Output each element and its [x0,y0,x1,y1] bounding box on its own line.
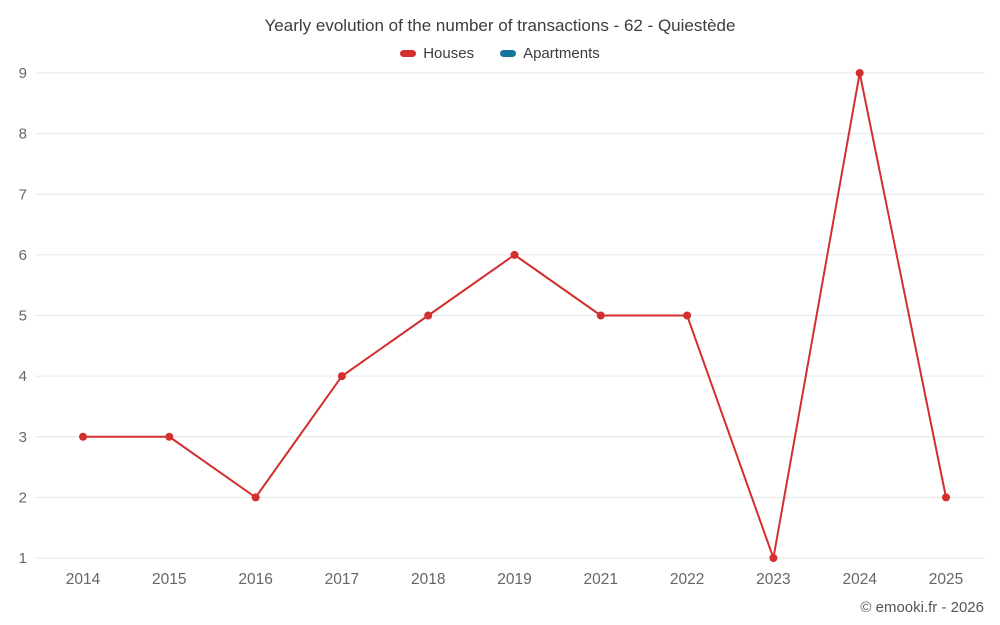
chart-title: Yearly evolution of the number of transa… [264,16,736,35]
svg-text:2024: 2024 [842,571,877,588]
apartments-legend-label: Apartments [523,45,600,62]
svg-text:2015: 2015 [152,571,186,588]
svg-text:5: 5 [19,308,27,325]
svg-text:1: 1 [19,550,27,567]
houses-legend-label: Houses [423,45,475,62]
svg-text:8: 8 [19,126,27,143]
svg-text:2016: 2016 [238,571,272,588]
svg-text:2021: 2021 [584,571,618,588]
svg-text:4: 4 [19,368,27,385]
svg-text:3: 3 [19,429,27,446]
svg-text:2018: 2018 [411,571,445,588]
houses-series-swatch-icon [400,50,417,57]
svg-text:2017: 2017 [325,571,359,588]
svg-text:7: 7 [19,186,27,203]
svg-text:2025: 2025 [929,571,963,588]
legend-item-apartments[interactable]: Apartments [500,45,600,62]
apartments-series-swatch-icon [500,50,517,57]
svg-text:2022: 2022 [670,571,704,588]
svg-text:6: 6 [19,247,27,264]
svg-text:9: 9 [19,65,27,82]
legend: Houses Apartments [0,45,1000,62]
svg-text:2: 2 [19,489,27,506]
svg-text:2019: 2019 [497,571,531,588]
svg-text:2014: 2014 [66,571,101,588]
copyright-text: © emooki.fr - 2026 [860,599,984,616]
svg-text:2023: 2023 [756,571,790,588]
legend-item-houses[interactable]: Houses [400,45,474,62]
